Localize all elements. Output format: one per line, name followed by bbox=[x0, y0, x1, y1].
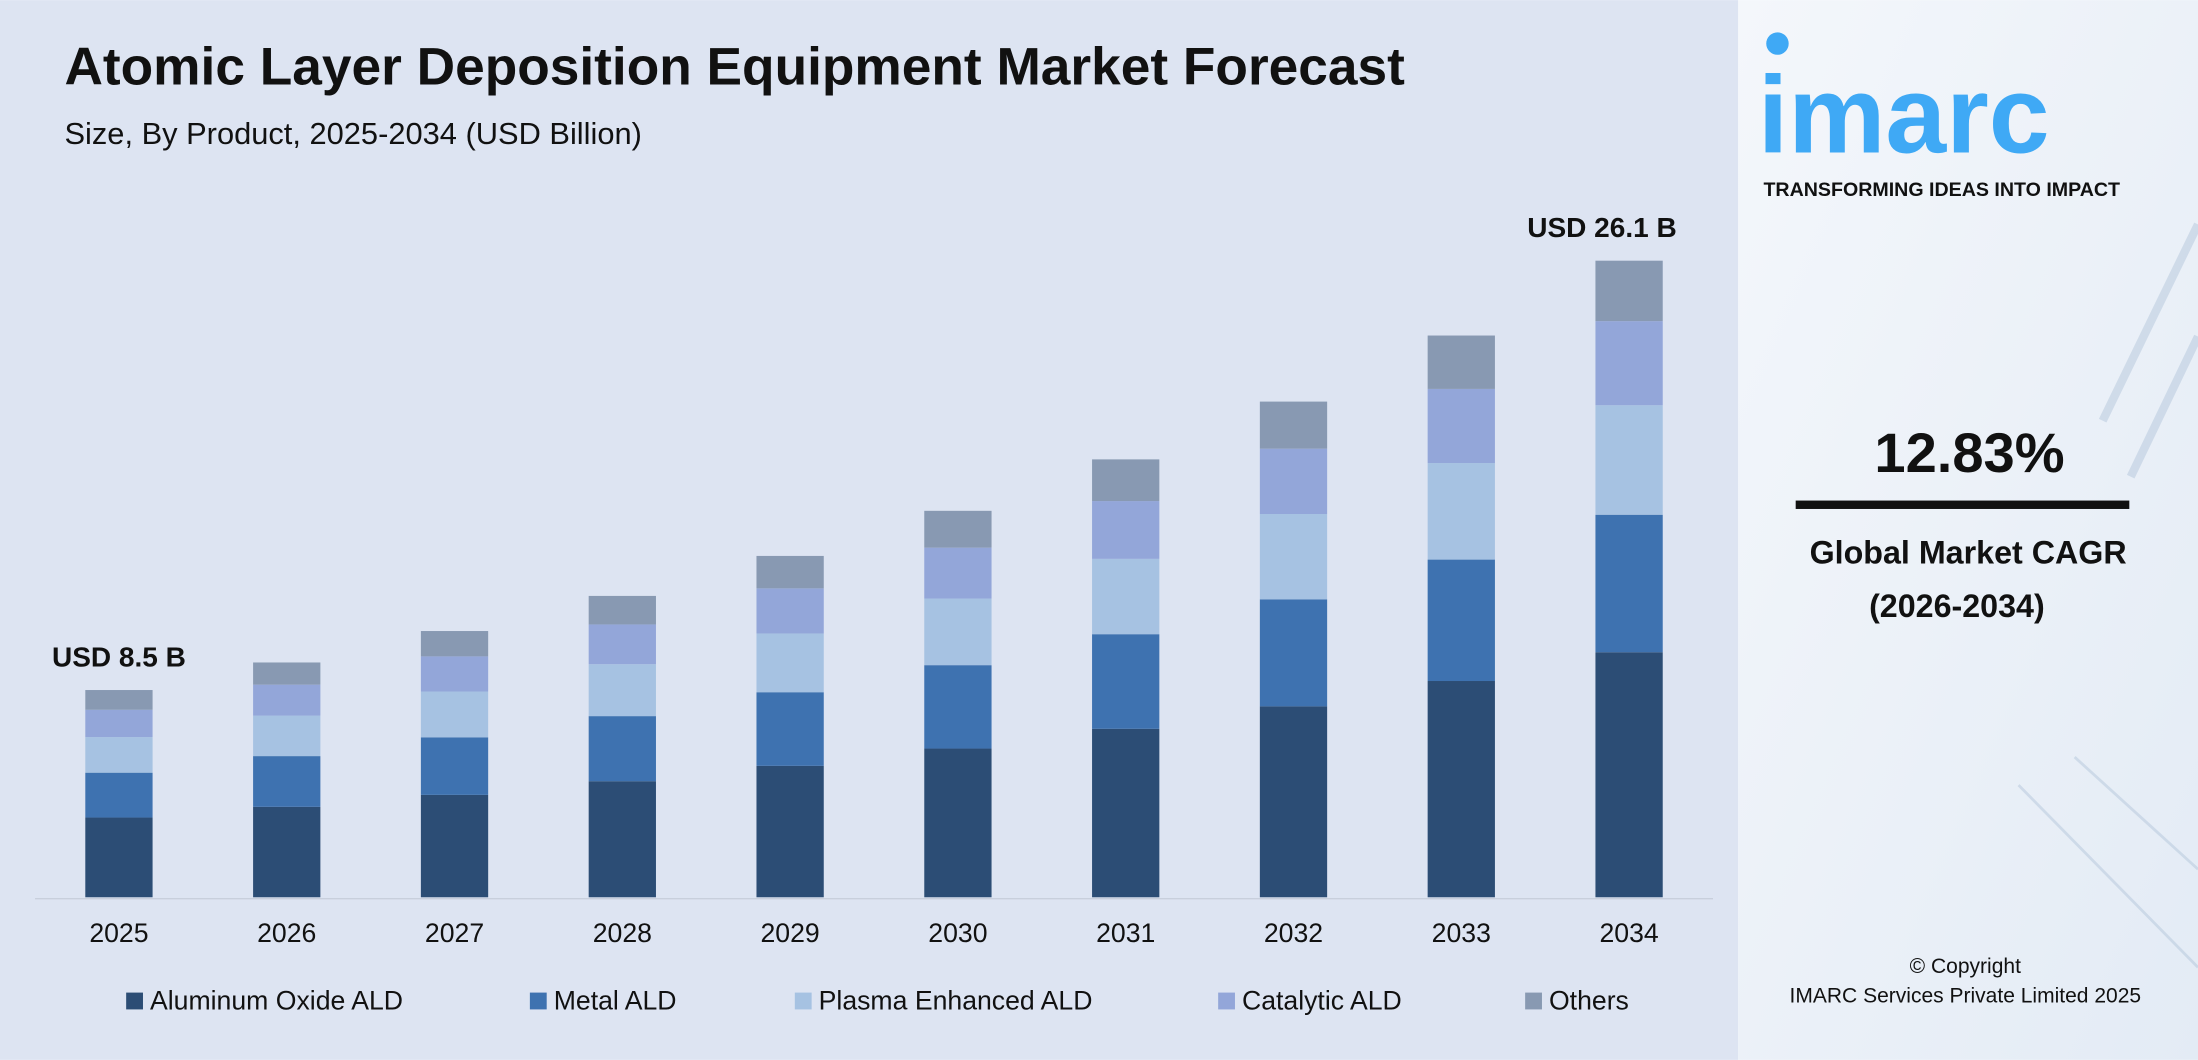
cagr-value: 12.83% bbox=[1874, 421, 2064, 484]
x-tick-label: 2031 bbox=[1096, 918, 1155, 948]
bar-segment bbox=[1259, 448, 1328, 514]
bar-segment bbox=[253, 756, 321, 807]
legend-label: Metal ALD bbox=[554, 985, 677, 1015]
logo: imarc bbox=[1758, 54, 2050, 176]
bar-segment bbox=[1092, 558, 1160, 635]
bar-segment bbox=[924, 598, 992, 666]
bar-segment bbox=[1259, 401, 1328, 449]
bar-segment bbox=[756, 692, 824, 766]
legend-label: Others bbox=[1549, 985, 1629, 1015]
x-tick-label: 2028 bbox=[593, 918, 652, 948]
copyright: © Copyright bbox=[1910, 955, 2021, 978]
x-tick-label: 2027 bbox=[425, 918, 484, 948]
logo-dot bbox=[1766, 32, 1789, 55]
bar-segment bbox=[420, 691, 489, 738]
bar-segment bbox=[588, 664, 656, 717]
bar-segment bbox=[1259, 513, 1328, 600]
total-label: USD 26.1 B bbox=[1527, 212, 1676, 243]
bar-segment bbox=[756, 555, 824, 589]
legend-swatch bbox=[126, 992, 143, 1010]
bar-segment bbox=[1092, 634, 1160, 729]
bar-segment bbox=[924, 665, 992, 749]
x-tick-label: 2026 bbox=[257, 918, 316, 948]
chart-subtitle: Size, By Product, 2025-2034 (USD Billion… bbox=[64, 116, 641, 151]
bar-segment bbox=[85, 690, 153, 710]
legend-label: Plasma Enhanced ALD bbox=[819, 985, 1093, 1015]
bar-segment bbox=[588, 624, 656, 665]
bar-segment bbox=[1595, 652, 1663, 898]
legend-label: Catalytic ALD bbox=[1242, 985, 1402, 1015]
bar-segment bbox=[420, 631, 489, 657]
bar-segment bbox=[588, 781, 656, 898]
bar-segment bbox=[420, 656, 489, 692]
bar-segment bbox=[1427, 681, 1495, 898]
bar-segment bbox=[1427, 559, 1495, 682]
chart-title: Atomic Layer Deposition Equipment Market… bbox=[64, 37, 1405, 96]
legend-swatch bbox=[529, 992, 547, 1010]
bar-segment bbox=[420, 794, 489, 898]
x-tick-label: 2032 bbox=[1264, 918, 1323, 948]
cagr-period: (2026-2034) bbox=[1869, 588, 2045, 624]
bar-segment bbox=[1427, 335, 1495, 389]
bar-segment bbox=[85, 737, 153, 773]
bar-segment bbox=[924, 547, 992, 599]
bar-segment bbox=[1427, 463, 1495, 560]
side-decoration bbox=[2017, 222, 2198, 969]
bar-segment bbox=[85, 709, 153, 738]
x-tick-label: 2034 bbox=[1599, 918, 1658, 948]
total-label: USD 8.5 B bbox=[52, 642, 186, 673]
x-tick-label: 2025 bbox=[89, 918, 148, 948]
bar-segment bbox=[924, 510, 992, 548]
bar-segment bbox=[253, 684, 321, 716]
bar-segment bbox=[1595, 260, 1663, 322]
legend-label: Aluminum Oxide ALD bbox=[150, 985, 403, 1015]
bar-segment bbox=[85, 772, 153, 818]
legend-swatch bbox=[794, 992, 812, 1010]
x-tick-label: 2029 bbox=[760, 918, 819, 948]
bar-segment bbox=[588, 716, 656, 782]
bar-segment bbox=[756, 633, 824, 693]
side-background bbox=[1738, 0, 2198, 1060]
x-tick-label: 2033 bbox=[1432, 918, 1491, 948]
bar-segment bbox=[588, 595, 656, 625]
bar-segment bbox=[1092, 728, 1160, 898]
bar-segment bbox=[253, 715, 321, 757]
bar-segment bbox=[1595, 321, 1663, 406]
legend-swatch bbox=[1218, 992, 1235, 1010]
bar-segment bbox=[1259, 706, 1328, 898]
cagr-label: Global Market CAGR bbox=[1810, 535, 2127, 571]
bar-segment bbox=[1259, 599, 1328, 707]
bar-segment bbox=[253, 662, 321, 685]
bar-segment bbox=[924, 748, 992, 898]
bar-segment bbox=[1427, 388, 1495, 464]
bar-segment bbox=[756, 588, 824, 634]
x-tick-label: 2030 bbox=[928, 918, 987, 948]
bar-segment bbox=[1092, 459, 1160, 502]
copyright-holder: IMARC Services Private Limited 2025 bbox=[1790, 984, 2142, 1007]
tagline: TRANSFORMING IDEAS INTO IMPACT bbox=[1763, 179, 2120, 201]
bar-segment bbox=[1092, 501, 1160, 559]
cagr-rule bbox=[1795, 500, 2130, 509]
bar-segment bbox=[253, 806, 321, 898]
bar-segment bbox=[85, 817, 153, 898]
bar-segment bbox=[756, 765, 824, 898]
bar-segment bbox=[420, 737, 489, 795]
bar-segment bbox=[1595, 514, 1663, 653]
legend-swatch bbox=[1525, 992, 1542, 1010]
bar-segment bbox=[1595, 405, 1663, 515]
